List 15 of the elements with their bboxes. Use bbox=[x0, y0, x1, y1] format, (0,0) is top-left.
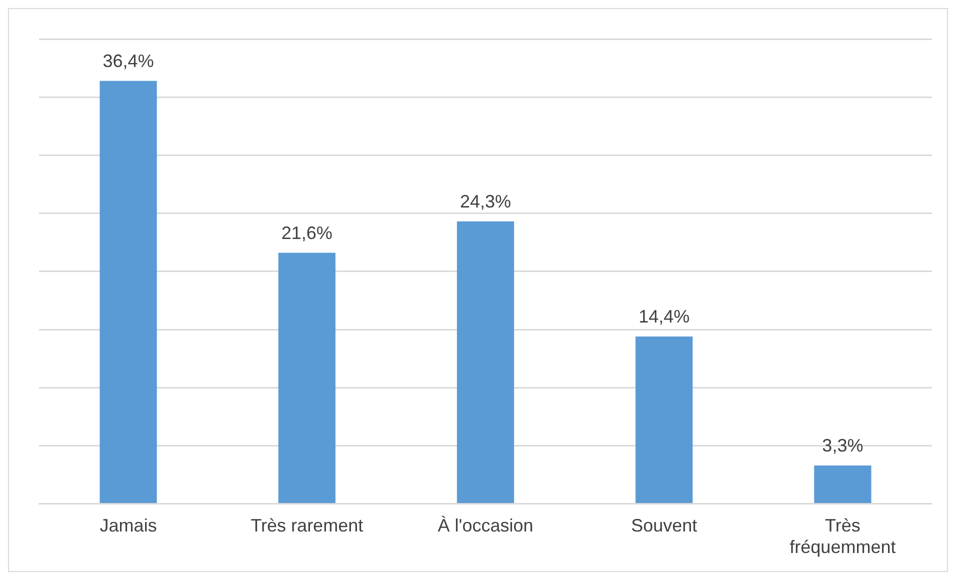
data-label: 14,4% bbox=[638, 306, 690, 326]
bar bbox=[100, 80, 157, 504]
x-tick-label: Très fréquemment bbox=[790, 516, 896, 558]
x-tick-label: Très rarement bbox=[250, 516, 364, 536]
data-label: 3,3% bbox=[822, 435, 864, 456]
data-label: 24,3% bbox=[460, 191, 512, 212]
data-label: 36,4% bbox=[102, 50, 154, 71]
data-label: 21,6% bbox=[281, 222, 332, 243]
x-tick-label: À l'occasion bbox=[438, 516, 534, 536]
bar bbox=[636, 336, 693, 504]
bar bbox=[814, 465, 872, 504]
x-tick-label: Souvent bbox=[631, 516, 698, 536]
bar bbox=[278, 252, 336, 504]
bar bbox=[456, 221, 514, 504]
x-tick-label: Jamais bbox=[100, 516, 157, 536]
